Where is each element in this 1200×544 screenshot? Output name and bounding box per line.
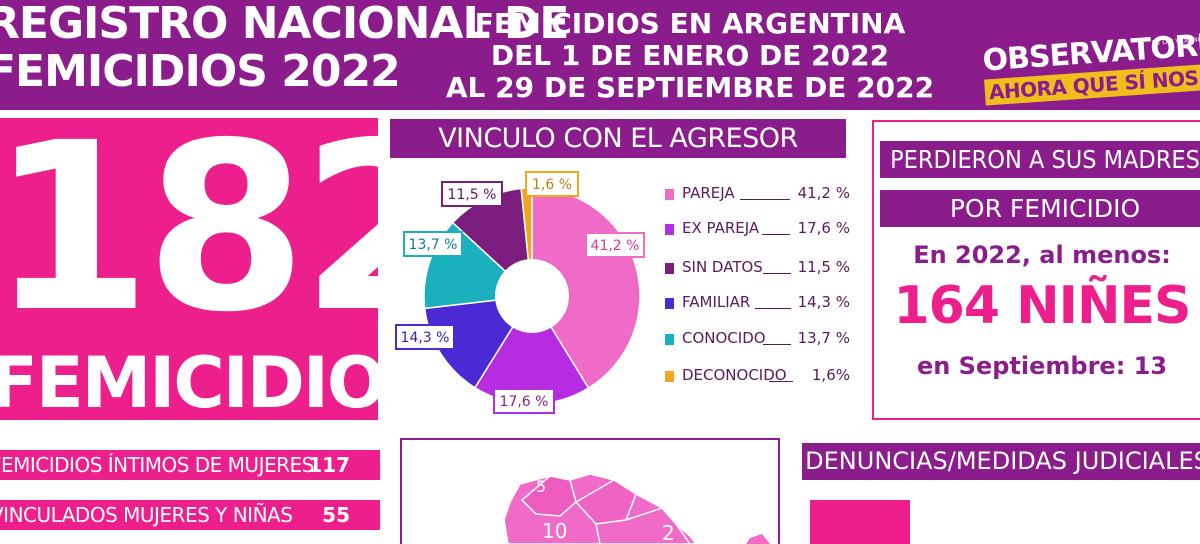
slice-label-pareja: 41,2 % [585, 232, 645, 258]
legend-leader-line [755, 308, 791, 309]
legend-leader-line [740, 199, 790, 200]
madres-children-count: 164 NIÑES [893, 276, 1191, 336]
madres-september-text: en Septiembre: 13 [916, 352, 1168, 380]
slice-label-conocido: 13,7 % [403, 231, 463, 257]
map-province-east [746, 534, 770, 544]
stat-label: VINCULADOS MUJERES Y NIÑAS [0, 503, 293, 527]
stat-intimos: FEMICIDIOS ÍNTIMOS DE MUJERES 117 [0, 450, 380, 480]
legend-leader-line [763, 273, 791, 274]
title-line-2: FEMICIDIOS 2022 [0, 46, 401, 97]
legend-item-familiar: FAMILIAR 14,3 % [665, 291, 850, 315]
title-line-1: REGISTRO NACIONAL DE [0, 0, 570, 49]
legend-name: PAREJA [682, 184, 735, 202]
legend-pct: 41,2 % [797, 184, 850, 202]
subtitle-line-3: AL 29 DE SEPTIEMBRE DE 2022 [445, 71, 935, 104]
legend-swatch [665, 224, 674, 235]
svg-text:14,3 %: 14,3 % [401, 330, 450, 346]
map-label: 10 [542, 519, 567, 543]
page-subtitle: FEMICIDIOS EN ARGENTINA DEL 1 DE ENERO D… [440, 8, 940, 104]
legend-swatch [665, 298, 674, 309]
argentina-map: 5 10 2 [503, 473, 770, 544]
map-province [520, 475, 577, 517]
legend-item-conocido: CONOCIDO 13,7 % [665, 327, 850, 351]
stat-label: FEMICIDIOS ÍNTIMOS DE MUJERES [0, 453, 314, 477]
subtitle-line-2: DEL 1 DE ENERO DE 2022 [490, 39, 890, 72]
stat-value: 55 [322, 503, 350, 527]
map-label: 2 [662, 521, 675, 544]
legend-item-sin-datos: SIN DATOS 11,5 % [665, 256, 850, 280]
madres-header-1: PERDIERON A SUS MADRES [880, 141, 1200, 178]
legend-leader-line [769, 381, 793, 382]
denuncias-title: DENUNCIAS/MEDIDAS JUDICIALES [802, 443, 1200, 480]
slice-label-familiar: 14,3 % [395, 324, 455, 350]
legend-pct: 17,6 % [797, 219, 850, 237]
legend-item-desconocido: DECONOCIDO 1,6% [665, 364, 850, 388]
legend-name: EX PAREJA [682, 219, 760, 237]
legend-name: SIN DATOS [682, 258, 763, 276]
map-province [595, 507, 691, 544]
svg-text:1,6 %: 1,6 % [532, 177, 572, 193]
legend-pct: 1,6% [811, 366, 850, 384]
stat-value: 117 [308, 453, 350, 477]
legend-swatch [665, 263, 674, 274]
subtitle-line-1: FEMICIDIOS EN ARGENTINA [474, 7, 906, 40]
vinculo-title: VINCULO CON EL AGRESOR [390, 119, 846, 158]
vinculo-donut-chart: 41,2 % 17,6 % 14,3 % 13,7 % 11,5 % 1,6 % [395, 171, 645, 414]
legend-swatch [665, 334, 674, 345]
madres-intro-text: En 2022, al menos: [913, 241, 1171, 269]
slice-label-ex-pareja: 17,6 % [493, 388, 555, 414]
denuncias-bar [810, 500, 910, 544]
madres-header-2: POR FEMICIDIO [880, 190, 1200, 227]
legend-swatch [665, 189, 674, 200]
svg-text:17,6 %: 17,6 % [500, 394, 549, 410]
svg-text:13,7 %: 13,7 % [409, 237, 458, 253]
legend-name: CONOCIDO [682, 329, 766, 347]
legend-pct: 13,7 % [797, 329, 850, 347]
legend-swatch [665, 371, 674, 382]
slice-label-sin-datos: 11,5 % [441, 181, 503, 207]
slice-label-desconocido: 1,6 % [525, 171, 579, 197]
total-label: FEMICIDIOS [0, 342, 435, 424]
legend-item-pareja: PAREJA 41,2 % [665, 182, 850, 206]
total-number: 182 [0, 93, 462, 363]
legend-item-ex-pareja: EX PAREJA 17,6 % [665, 217, 850, 241]
map-province [574, 479, 637, 525]
donut-hole [495, 259, 569, 333]
legend-name: FAMILIAR [682, 293, 751, 311]
madres-panel [872, 120, 1200, 420]
stat-vinculados: VINCULADOS MUJERES Y NIÑAS 55 [0, 500, 380, 530]
legend-leader-line [763, 344, 791, 345]
map-panel [400, 438, 780, 544]
legend-pct: 14,3 % [797, 293, 850, 311]
svg-text:11,5 %: 11,5 % [448, 187, 497, 203]
map-label: 5 [536, 477, 546, 496]
legend-pct: 11,5 % [797, 258, 850, 276]
svg-text:41,2 %: 41,2 % [591, 238, 640, 254]
page-title: REGISTRO NACIONAL DE FEMICIDIOS 2022 [0, 0, 570, 97]
total-femicidios-box: 182 FEMICIDIOS [0, 93, 462, 424]
legend-leader-line [762, 234, 790, 235]
legend-name: DECONOCIDO [682, 366, 787, 384]
